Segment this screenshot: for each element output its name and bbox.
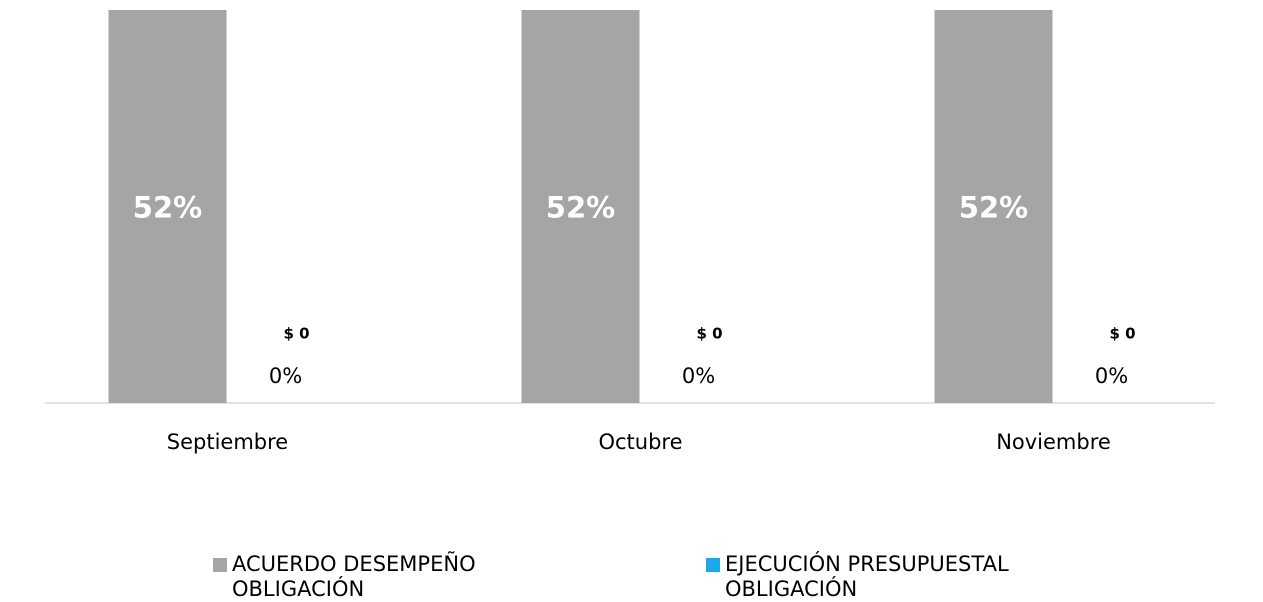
annotation: $ 0 [696, 325, 722, 343]
legend-entry: EJECUCIÓN PRESUPUESTAL OBLIGACIÓN [706, 552, 1036, 602]
x-tick-label: Noviembre [996, 430, 1111, 454]
data-label: 0% [1095, 364, 1128, 388]
legend-entry: ACUERDO DESEMPEÑO OBLIGACIÓN [213, 552, 543, 602]
legend-label: ACUERDO DESEMPEÑO OBLIGACIÓN [232, 552, 476, 601]
x-tick-label: Septiembre [167, 430, 288, 454]
chart: Septiembre 52% 0% $ 0 Octubre 52% 0% $ 0 Noviemb… [45, 10, 1215, 454]
data-label: 52% [546, 191, 615, 225]
bar [521, 10, 640, 403]
bar [934, 10, 1053, 403]
page: {"chart_data": {"type": "bar", "categori… [45, 10, 1215, 601]
data-label: 52% [133, 191, 202, 225]
x-tick-label: Octubre [598, 430, 682, 454]
annotation: $ 0 [283, 325, 309, 343]
data-label: 0% [682, 364, 715, 388]
data-label: 52% [959, 191, 1028, 225]
legend-label: EJECUCIÓN PRESUPUESTAL OBLIGACIÓN [725, 552, 1009, 601]
bar [108, 10, 227, 403]
annotation: $ 0 [1109, 325, 1135, 343]
legend-swatch [213, 558, 227, 572]
data-label: 0% [269, 364, 302, 388]
legend-swatch [706, 558, 720, 572]
